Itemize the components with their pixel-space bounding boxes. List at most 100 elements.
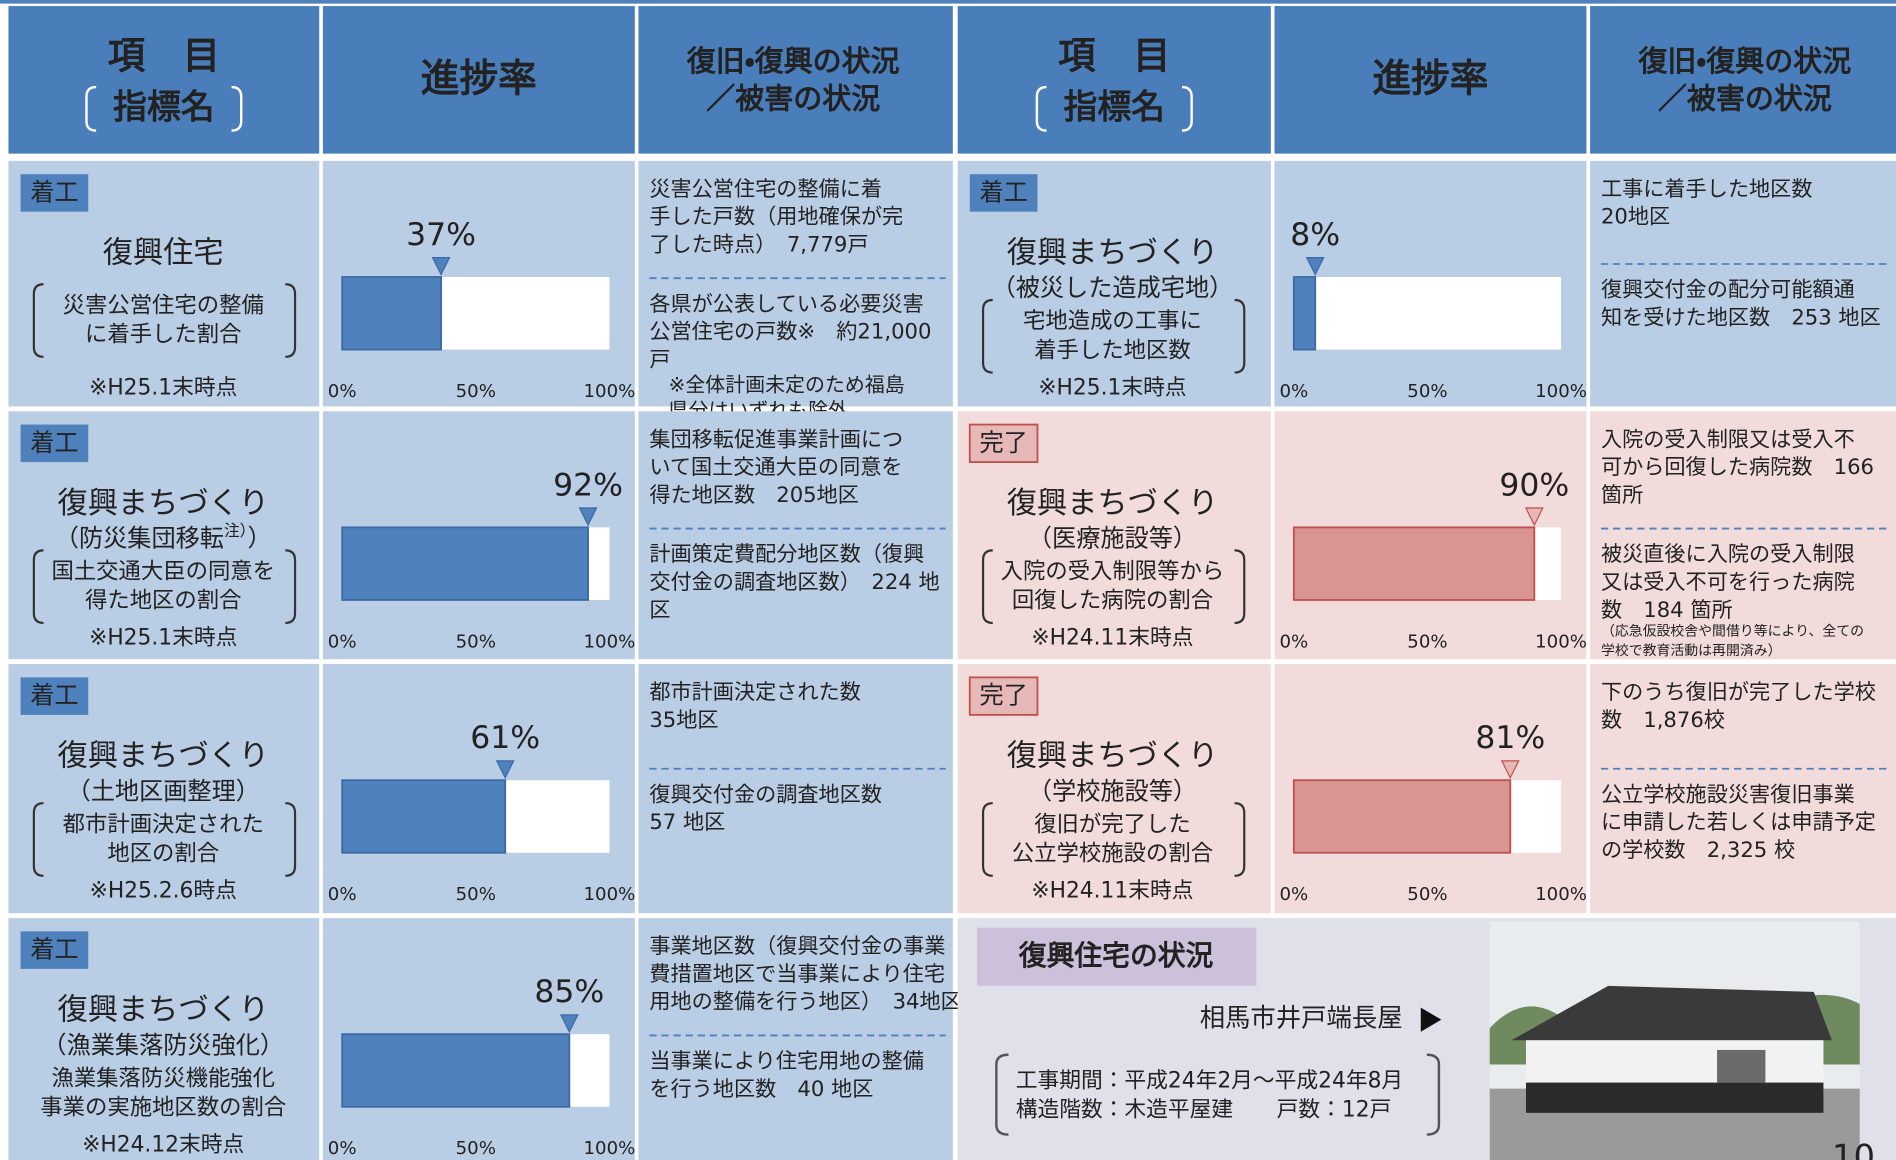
status-text: 57 地区	[649, 809, 725, 834]
status-text: 数 184 箇所	[1601, 597, 1733, 622]
item-subtitle: （防災集団移転注））	[55, 521, 272, 553]
scale-tick-label: 100%	[1535, 884, 1587, 905]
status-footnote: 学校で教育活動は再開済み）	[1601, 643, 1782, 659]
scale-tick-label: 0%	[1279, 884, 1308, 905]
status-text: 集団移転促進事業計画につ	[649, 426, 903, 451]
scale-tick-label: 50%	[456, 884, 496, 905]
scale-tick-label: 100%	[584, 884, 636, 905]
progress-marker	[495, 760, 515, 780]
header-cell	[638, 6, 953, 154]
status-text: 被災直後に入院の受入制限	[1601, 541, 1855, 566]
item-subtitle: （医療施設等）	[1028, 524, 1197, 552]
header-progress: 進捗率	[1372, 57, 1488, 102]
scale-tick-label: 50%	[1407, 631, 1447, 652]
subtitle-text: （防災集団移転	[55, 524, 224, 552]
progress-bar	[341, 1033, 571, 1108]
header-bracket	[1181, 85, 1193, 132]
status-text: を行う地区数 40 地区	[649, 1076, 873, 1101]
item-title: 復興まちづくり	[1007, 236, 1219, 271]
item-note: ※H24.12末時点	[82, 1132, 244, 1157]
scale-tick-label: 0%	[328, 884, 357, 905]
bracket	[1234, 549, 1246, 625]
item-note: ※H25.1末時点	[89, 375, 237, 400]
progress-label: 85%	[534, 974, 604, 1010]
tag: 着工	[30, 179, 78, 207]
scale-tick-label: 0%	[328, 631, 357, 652]
item-indicator: 入院の受入制限等から	[1001, 559, 1225, 585]
item-title: 復興まちづくり	[57, 993, 269, 1028]
header-cell	[8, 6, 320, 154]
status-text: 箇所	[1601, 482, 1643, 507]
bracket	[285, 802, 297, 877]
status-text: 戸	[649, 346, 670, 371]
feature-heading-box	[977, 927, 1257, 986]
header-cell	[322, 6, 635, 154]
progress-bar	[341, 276, 442, 351]
item-indicator: 宅地造成の工事に	[1023, 308, 1202, 334]
header-item: 項 目	[108, 34, 220, 78]
status-text: 知を受けた地区数 253 地区	[1601, 304, 1881, 329]
subtitle-text: （学校施設等）	[1028, 777, 1197, 805]
header-status: 復旧・復興の状況	[686, 44, 900, 78]
item-indicator: 事業の実施地区数の割合	[40, 1094, 286, 1120]
item-title: 復興まちづくり	[57, 486, 269, 521]
progress-label: 81%	[1475, 720, 1545, 756]
scale-tick-label: 100%	[1535, 631, 1587, 652]
header-bracket	[231, 85, 243, 132]
subtitle-text: （漁業集落防災強化）	[42, 1031, 284, 1059]
photo	[1489, 921, 1860, 1160]
status-text: 復興交付金の調査地区数	[649, 781, 882, 806]
header-item-sub: 指標名	[113, 87, 215, 126]
bracket	[981, 298, 993, 374]
tag-box	[20, 174, 89, 212]
bracket	[285, 283, 297, 358]
item-indicator: 国土交通大臣の同意を	[51, 559, 275, 585]
item-title: 復興まちづくり	[57, 739, 269, 774]
status-text: 事業地区数（復興交付金の事業	[649, 933, 945, 958]
status-text: 手した戸数（用地確保が完	[649, 204, 903, 229]
status-text: 災害公営住宅の整備に着	[649, 176, 882, 201]
progress-label: 8%	[1290, 217, 1340, 253]
scale-tick-label: 50%	[456, 1138, 496, 1159]
header-cell	[1274, 6, 1587, 154]
cell	[638, 160, 953, 407]
item-indicator: 都市計画決定された	[63, 811, 264, 837]
status-text: 復興交付金の配分可能額通	[1601, 277, 1855, 302]
scale-tick-label: 50%	[1407, 381, 1447, 402]
feature-line: 構造階数：木造平屋建 戸数：12戸	[1016, 1097, 1392, 1122]
tag: 着工	[30, 936, 78, 964]
tag: 着工	[30, 429, 78, 457]
status-text: 工事に着手した地区数	[1601, 176, 1813, 201]
status-text: 費措置地区で当事業により住宅	[649, 961, 945, 986]
bracket	[1234, 802, 1246, 877]
feature-line: 工事期間：平成24年2月～平成24年8月	[1016, 1068, 1403, 1093]
scale-tick-label: 50%	[1407, 884, 1447, 905]
item-indicator: 着手した地区数	[1034, 337, 1190, 363]
item-note: ※H24.11末時点	[1031, 878, 1193, 903]
progress-bar	[1292, 779, 1512, 854]
header-status: 復旧・復興の状況	[1637, 44, 1851, 78]
status-text: 入院の受入制限又は受入不	[1601, 426, 1855, 451]
header-cell	[1590, 6, 1896, 154]
item-note: ※H25.2.6時点	[90, 878, 237, 903]
cell	[1590, 664, 1896, 914]
progress-label: 90%	[1499, 467, 1569, 503]
item-subtitle: （土地区画整理）	[67, 777, 260, 805]
progress-label: 92%	[553, 467, 623, 503]
status-text: 計画策定費配分地区数（復興	[649, 541, 924, 566]
cell	[638, 918, 953, 1160]
item-indicator: 得た地区の割合	[85, 588, 241, 614]
item-note: ※H25.1末時点	[1038, 375, 1186, 400]
item-subtitle: （漁業集落防災強化）	[42, 1031, 284, 1059]
status-text: 了した時点） 7,779戸	[649, 232, 868, 257]
header	[8, 6, 1896, 154]
header-cell	[957, 6, 1271, 154]
caption-arrow	[1420, 1007, 1442, 1032]
status-text: 数 1,876校	[1601, 707, 1725, 732]
status-text: の学校数 2,325 校	[1601, 837, 1795, 862]
tag: 着工	[30, 682, 78, 710]
header-item-sub: 指標名	[1063, 87, 1165, 126]
progress-marker	[1500, 760, 1520, 780]
tag-box	[20, 677, 89, 715]
